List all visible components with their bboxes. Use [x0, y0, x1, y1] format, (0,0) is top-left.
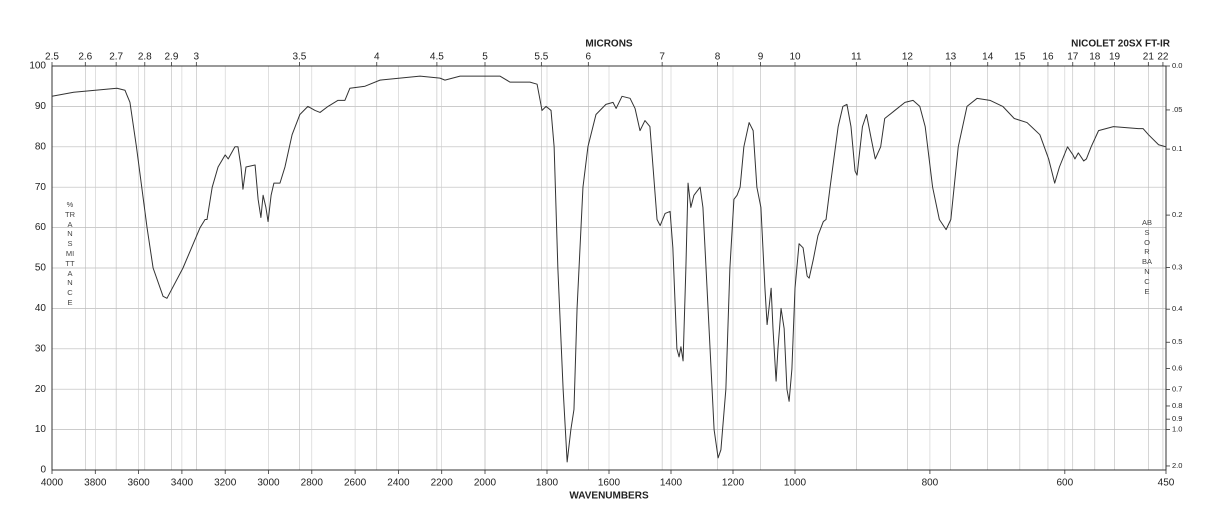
y2-axis-title: ABSORBANCE — [1142, 218, 1153, 296]
x2-tick-label: 8 — [715, 52, 721, 63]
x2-tick-label: 6 — [586, 52, 592, 63]
x2-tick-label: 9 — [758, 52, 764, 63]
y2-tick-label: 0.1 — [1172, 144, 1182, 153]
x2-tick-label: 5 — [482, 52, 488, 63]
x2-tick-label: 19 — [1109, 52, 1121, 63]
y2-tick-label: 0.3 — [1172, 263, 1182, 272]
y2-tick-label: 0.9 — [1172, 414, 1182, 423]
x2-tick-label: 3.5 — [292, 52, 306, 63]
x2-tick-label: 22 — [1157, 52, 1169, 63]
x2-tick-label: 16 — [1042, 52, 1054, 63]
y2-tick-label: 0.0 — [1172, 61, 1182, 70]
x-tick-label: 2800 — [301, 478, 324, 489]
y2-tick-label: 0.7 — [1172, 384, 1182, 393]
y2-tick-label: .05 — [1172, 105, 1182, 114]
y2-tick-label: 0.5 — [1172, 337, 1182, 346]
x-tick-label: 4000 — [41, 478, 64, 489]
x2-tick-label: 7 — [659, 52, 665, 63]
x-tick-label: 600 — [1056, 478, 1073, 489]
x2-tick-label: 13 — [945, 52, 957, 63]
x2-tick-label: 2.6 — [78, 52, 92, 63]
x2-tick-label: 2.8 — [138, 52, 152, 63]
x2-tick-label: 2.7 — [109, 52, 123, 63]
y-tick-label: 30 — [35, 343, 47, 354]
y-tick-label: 100 — [29, 61, 46, 72]
x2-tick-label: 4 — [374, 52, 380, 63]
y-tick-label: 70 — [35, 182, 47, 193]
y-tick-label: 90 — [35, 101, 47, 112]
x2-axis-title: MICRONS — [585, 39, 633, 50]
x2-tick-label: 5.5 — [534, 52, 548, 63]
y-tick-label: 0 — [40, 465, 46, 476]
y-tick-label: 40 — [35, 303, 47, 314]
y2-tick-label: 0.6 — [1172, 364, 1182, 373]
y-tick-label: 20 — [35, 384, 47, 395]
x-tick-label: 3000 — [257, 478, 280, 489]
x2-tick-label: 12 — [902, 52, 914, 63]
x2-tick-label: 2.5 — [45, 52, 59, 63]
x2-tick-label: 17 — [1067, 52, 1079, 63]
y2-tick-label: 0.4 — [1172, 304, 1182, 313]
spectrum-line — [51, 75, 1167, 463]
x-tick-label: 1600 — [598, 478, 621, 489]
y-tick-label: 50 — [35, 263, 47, 274]
x2-tick-label: 11 — [851, 52, 862, 63]
y-tick-label: 60 — [35, 222, 47, 233]
x-tick-label: 450 — [1158, 478, 1175, 489]
x-tick-label: 2600 — [344, 478, 367, 489]
x-tick-label: 1000 — [784, 478, 807, 489]
chart-title: NICOLET 20SX FT-IR — [1071, 39, 1171, 50]
x-tick-label: 3600 — [127, 478, 150, 489]
y-tick-label: 10 — [35, 424, 47, 435]
x2-tick-label: 2.9 — [164, 52, 178, 63]
x-tick-label: 2000 — [474, 478, 497, 489]
x2-tick-label: 18 — [1089, 52, 1101, 63]
x-tick-label: 800 — [922, 478, 939, 489]
y2-tick-label: 2.0 — [1172, 461, 1182, 470]
x-tick-label: 3800 — [84, 478, 107, 489]
x2-tick-label: 14 — [982, 52, 994, 63]
x-axis-title: WAVENUMBERS — [569, 491, 649, 502]
x-tick-label: 3200 — [214, 478, 237, 489]
x-tick-label: 2400 — [387, 478, 410, 489]
x-tick-label: 1400 — [660, 478, 683, 489]
x2-tick-label: 4.5 — [430, 52, 444, 63]
x2-tick-label: 21 — [1143, 52, 1155, 63]
y2-tick-label: 0.2 — [1172, 210, 1182, 219]
y2-tick-label: 1.0 — [1172, 425, 1182, 434]
x-tick-label: 1800 — [536, 478, 559, 489]
y-tick-label: 80 — [35, 141, 47, 152]
x2-tick-label: 3 — [194, 52, 200, 63]
x2-tick-label: 10 — [789, 52, 801, 63]
x-tick-label: 3400 — [171, 478, 194, 489]
x-tick-label: 2200 — [431, 478, 454, 489]
plot-frame — [51, 65, 1167, 471]
x-tick-label: 1200 — [722, 478, 745, 489]
x2-tick-label: 15 — [1014, 52, 1026, 63]
y2-tick-label: 0.8 — [1172, 401, 1182, 410]
y-axis-title: %TRANSMITTANCE — [65, 200, 75, 307]
